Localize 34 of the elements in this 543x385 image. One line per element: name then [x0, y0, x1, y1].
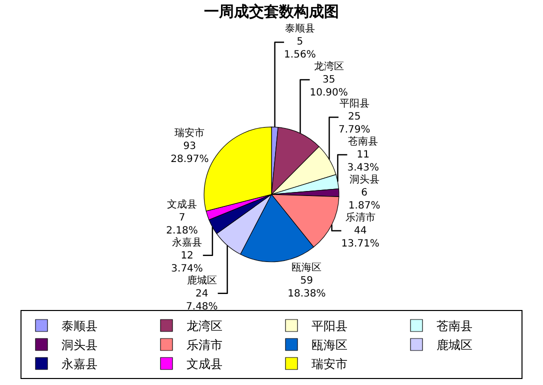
legend-label: 平阳县 — [312, 319, 348, 334]
legend-label: 泰顺县 — [62, 319, 98, 334]
slice-label: 苍南县 — [348, 136, 378, 148]
data-label: 5 1.56% — [284, 36, 316, 61]
legend-label: 苍南县 — [436, 319, 472, 334]
legend-label: 瓯海区 — [312, 338, 348, 352]
data-label: 35 10.90% — [310, 74, 348, 99]
data-label: 12 3.74% — [171, 250, 203, 274]
legend-label: 乐清市 — [186, 338, 222, 352]
slice-label: 洞头县 — [349, 174, 380, 186]
slice-label: 文成县 — [167, 198, 198, 210]
chart-title: 一周成交套数构成图 — [204, 2, 339, 20]
data-label: 25 7.79% — [338, 112, 370, 136]
slice-label: 瓯海区 — [292, 261, 322, 274]
slice-label: 鹿城区 — [186, 274, 217, 286]
data-label: 59 18.38% — [288, 275, 326, 300]
legend-label: 洞头县 — [62, 338, 98, 352]
slice-label: 龙湾区 — [314, 60, 344, 73]
data-label: 7 2.18% — [166, 212, 198, 236]
slice-label: 平阳县 — [339, 98, 370, 110]
legend-label: 文成县 — [186, 357, 222, 372]
legend-label: 龙湾区 — [186, 319, 222, 334]
data-label: 6 1.87% — [348, 188, 380, 212]
legend-label: 鹿城区 — [436, 338, 472, 352]
slice-label: 永嘉县 — [172, 236, 202, 248]
slice-label: 瑞安市 — [174, 126, 205, 139]
slice-label: 乐清市 — [345, 212, 376, 224]
data-label: 93 28.97% — [170, 140, 209, 165]
legend-label: 瑞安市 — [312, 357, 348, 372]
legend-label: 永嘉县 — [62, 357, 98, 372]
data-label: 24 7.48% — [186, 288, 218, 312]
data-label: 44 13.71% — [341, 226, 380, 250]
data-label: 11 3.43% — [347, 150, 380, 174]
slice-label: 泰顺县 — [284, 24, 315, 35]
